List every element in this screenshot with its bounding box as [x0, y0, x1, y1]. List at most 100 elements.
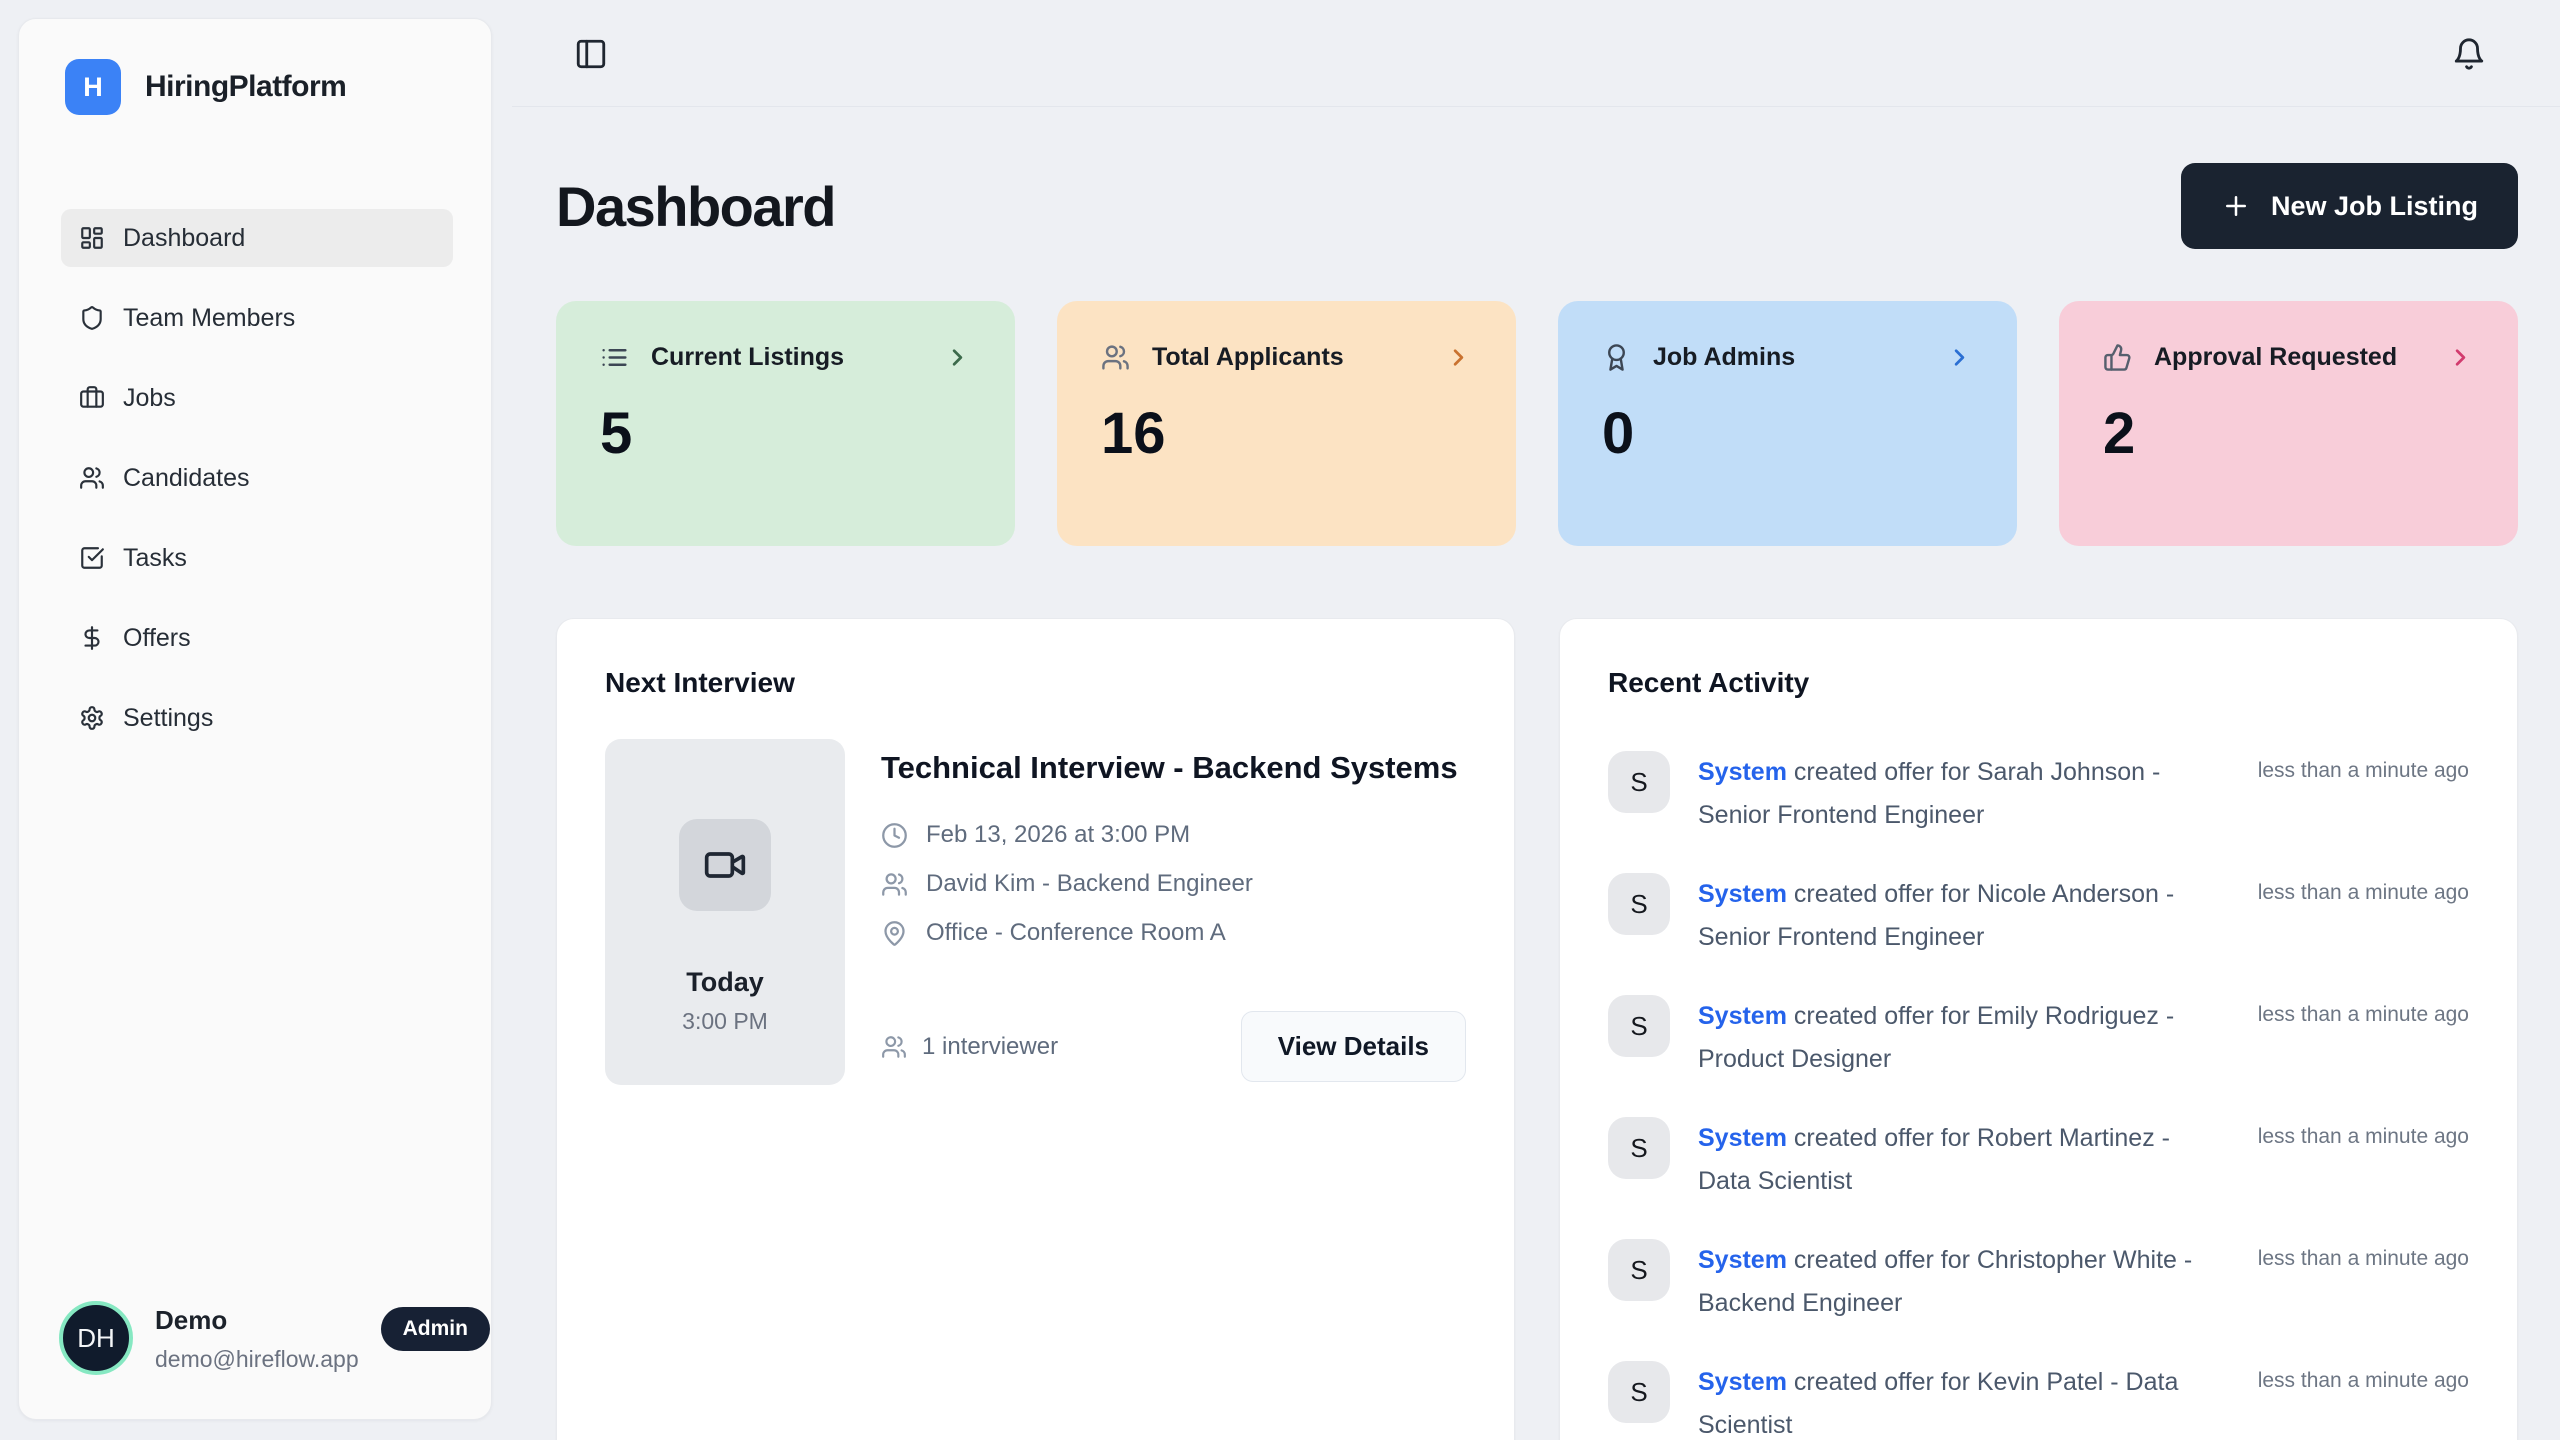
interviewer-count: 1 interviewer: [922, 1032, 1059, 1060]
activity-list: S System created offer for Sarah Johnson…: [1608, 751, 2469, 1440]
activity-actor-link[interactable]: System: [1698, 1368, 1787, 1396]
sidebar-item-label: Candidates: [123, 463, 250, 492]
sidebar-item-label: Settings: [123, 703, 214, 732]
stat-label: Job Admins: [1653, 343, 1796, 371]
bell-icon[interactable]: [2452, 37, 2486, 71]
activity-timestamp: less than a minute ago: [2257, 1125, 2469, 1148]
interview-location: Office - Conference Room A: [926, 919, 1226, 947]
thumbs-up-icon: [2103, 343, 2132, 372]
interview-date-label: Today: [686, 967, 764, 997]
square-check-icon: [79, 545, 105, 571]
avatar: DH: [59, 1301, 133, 1375]
sidebar-item-label: Offers: [123, 623, 191, 652]
activity-description: created offer for Emily Rodriguez - Prod…: [1698, 1002, 2175, 1073]
user-email: demo@hireflow.app: [155, 1346, 359, 1372]
activity-item: S System created offer for Christopher W…: [1608, 1239, 2469, 1325]
activity-timestamp: less than a minute ago: [2257, 881, 2469, 904]
main-content: Dashboard New Job Listing Current Listin…: [512, 107, 2560, 1440]
app-name: HiringPlatform: [145, 70, 347, 103]
activity-actor-link[interactable]: System: [1698, 1002, 1787, 1030]
sidebar-item-label: Team Members: [123, 303, 296, 332]
chevron-right-icon: [1445, 344, 1472, 371]
stat-value: 0: [1602, 401, 1635, 466]
app-logo: H: [65, 59, 121, 115]
chevron-right-icon: [2447, 344, 2474, 371]
clock-icon: [881, 822, 908, 849]
activity-description: created offer for Kevin Patel - Data Sci…: [1698, 1368, 2179, 1439]
sidebar-item-dashboard[interactable]: Dashboard: [61, 209, 453, 267]
activity-actor-link[interactable]: System: [1698, 1124, 1787, 1152]
sidebar-item-settings[interactable]: Settings: [61, 689, 453, 747]
activity-actor-link[interactable]: System: [1698, 758, 1787, 786]
activity-item: S System created offer for Nicole Anders…: [1608, 873, 2469, 959]
layout-dashboard-icon: [79, 225, 105, 251]
stat-value: 16: [1101, 401, 1166, 466]
sidebar-item-label: Jobs: [123, 383, 176, 412]
topbar: [512, 0, 2560, 107]
activity-timestamp: less than a minute ago: [2257, 1003, 2469, 1026]
view-details-button[interactable]: View Details: [1240, 1011, 1466, 1083]
stat-label: Total Applicants: [1152, 343, 1344, 371]
sidebar-item-jobs[interactable]: Jobs: [61, 369, 453, 427]
sidebar-nav: Dashboard Team Members Jobs Candidates T…: [19, 209, 491, 769]
recent-activity-title: Recent Activity: [1608, 667, 1810, 698]
activity-avatar: S: [1608, 1361, 1670, 1423]
activity-description: created offer for Christopher White - Ba…: [1698, 1246, 2193, 1317]
next-interview-panel: Next Interview Today 3:00 PM Technical I…: [556, 618, 1515, 1440]
list-icon: [600, 343, 629, 372]
stat-card-current-listings[interactable]: Current Listings 5: [556, 301, 1015, 546]
stat-card-job-admins[interactable]: Job Admins 0: [1558, 301, 2017, 546]
new-job-listing-button[interactable]: New Job Listing: [2180, 163, 2518, 249]
activity-avatar: S: [1608, 1239, 1670, 1301]
shield-icon: [79, 305, 105, 331]
activity-timestamp: less than a minute ago: [2257, 1369, 2469, 1392]
stats-row: Current Listings 5 Total Applicants 16: [556, 301, 2518, 546]
activity-avatar: S: [1608, 873, 1670, 935]
activity-item: S System created offer for Kevin Patel -…: [1608, 1361, 2469, 1440]
gear-icon: [79, 705, 105, 731]
recent-activity-panel: Recent Activity S System created offer f…: [1559, 618, 2518, 1440]
activity-description: created offer for Sarah Johnson - Senior…: [1698, 758, 2161, 829]
sidebar-item-tasks[interactable]: Tasks: [61, 529, 453, 587]
role-badge: Admin: [380, 1307, 490, 1351]
activity-actor-link[interactable]: System: [1698, 880, 1787, 908]
stat-card-approval-requested[interactable]: Approval Requested 2: [2059, 301, 2518, 546]
user-profile[interactable]: DH Demo demo@hireflow.app Admin: [19, 1301, 491, 1419]
interview-datetime: Feb 13, 2026 at 3:00 PM: [926, 821, 1191, 849]
sidebar: H HiringPlatform Dashboard Team Members …: [18, 18, 492, 1420]
activity-avatar: S: [1608, 995, 1670, 1057]
activity-avatar: S: [1608, 751, 1670, 813]
stat-value: 5: [600, 401, 633, 466]
video-icon: [679, 819, 771, 911]
briefcase-icon: [79, 385, 105, 411]
activity-actor-link[interactable]: System: [1698, 1246, 1787, 1274]
activity-description: created offer for Robert Martinez - Data…: [1698, 1124, 2170, 1195]
page-title: Dashboard: [556, 174, 837, 238]
award-icon: [1602, 343, 1631, 372]
stat-value: 2: [2103, 401, 2136, 466]
users-icon: [79, 465, 105, 491]
sidebar-item-team-members[interactable]: Team Members: [61, 289, 453, 347]
sidebar-item-label: Tasks: [123, 543, 187, 572]
stat-card-total-applicants[interactable]: Total Applicants 16: [1057, 301, 1516, 546]
users-icon: [881, 871, 908, 898]
users-icon: [881, 1034, 907, 1060]
activity-item: S System created offer for Sarah Johnson…: [1608, 751, 2469, 837]
interview-candidate: David Kim - Backend Engineer: [926, 870, 1253, 898]
dollar-icon: [79, 625, 105, 651]
sidebar-item-candidates[interactable]: Candidates: [61, 449, 453, 507]
chevron-right-icon: [944, 344, 971, 371]
panel-left-toggle-icon[interactable]: [574, 37, 608, 71]
interview-date-box: Today 3:00 PM: [605, 739, 845, 1085]
next-interview-title: Next Interview: [605, 667, 795, 698]
activity-timestamp: less than a minute ago: [2257, 1247, 2469, 1270]
brand: H HiringPlatform: [19, 19, 491, 115]
users-icon: [1101, 343, 1130, 372]
chevron-right-icon: [1946, 344, 1973, 371]
activity-item: S System created offer for Robert Martin…: [1608, 1117, 2469, 1203]
sidebar-item-offers[interactable]: Offers: [61, 609, 453, 667]
stat-label: Current Listings: [651, 343, 845, 371]
activity-timestamp: less than a minute ago: [2257, 759, 2469, 782]
user-name: Demo: [155, 1305, 228, 1335]
interview-time-label: 3:00 PM: [682, 1008, 768, 1034]
